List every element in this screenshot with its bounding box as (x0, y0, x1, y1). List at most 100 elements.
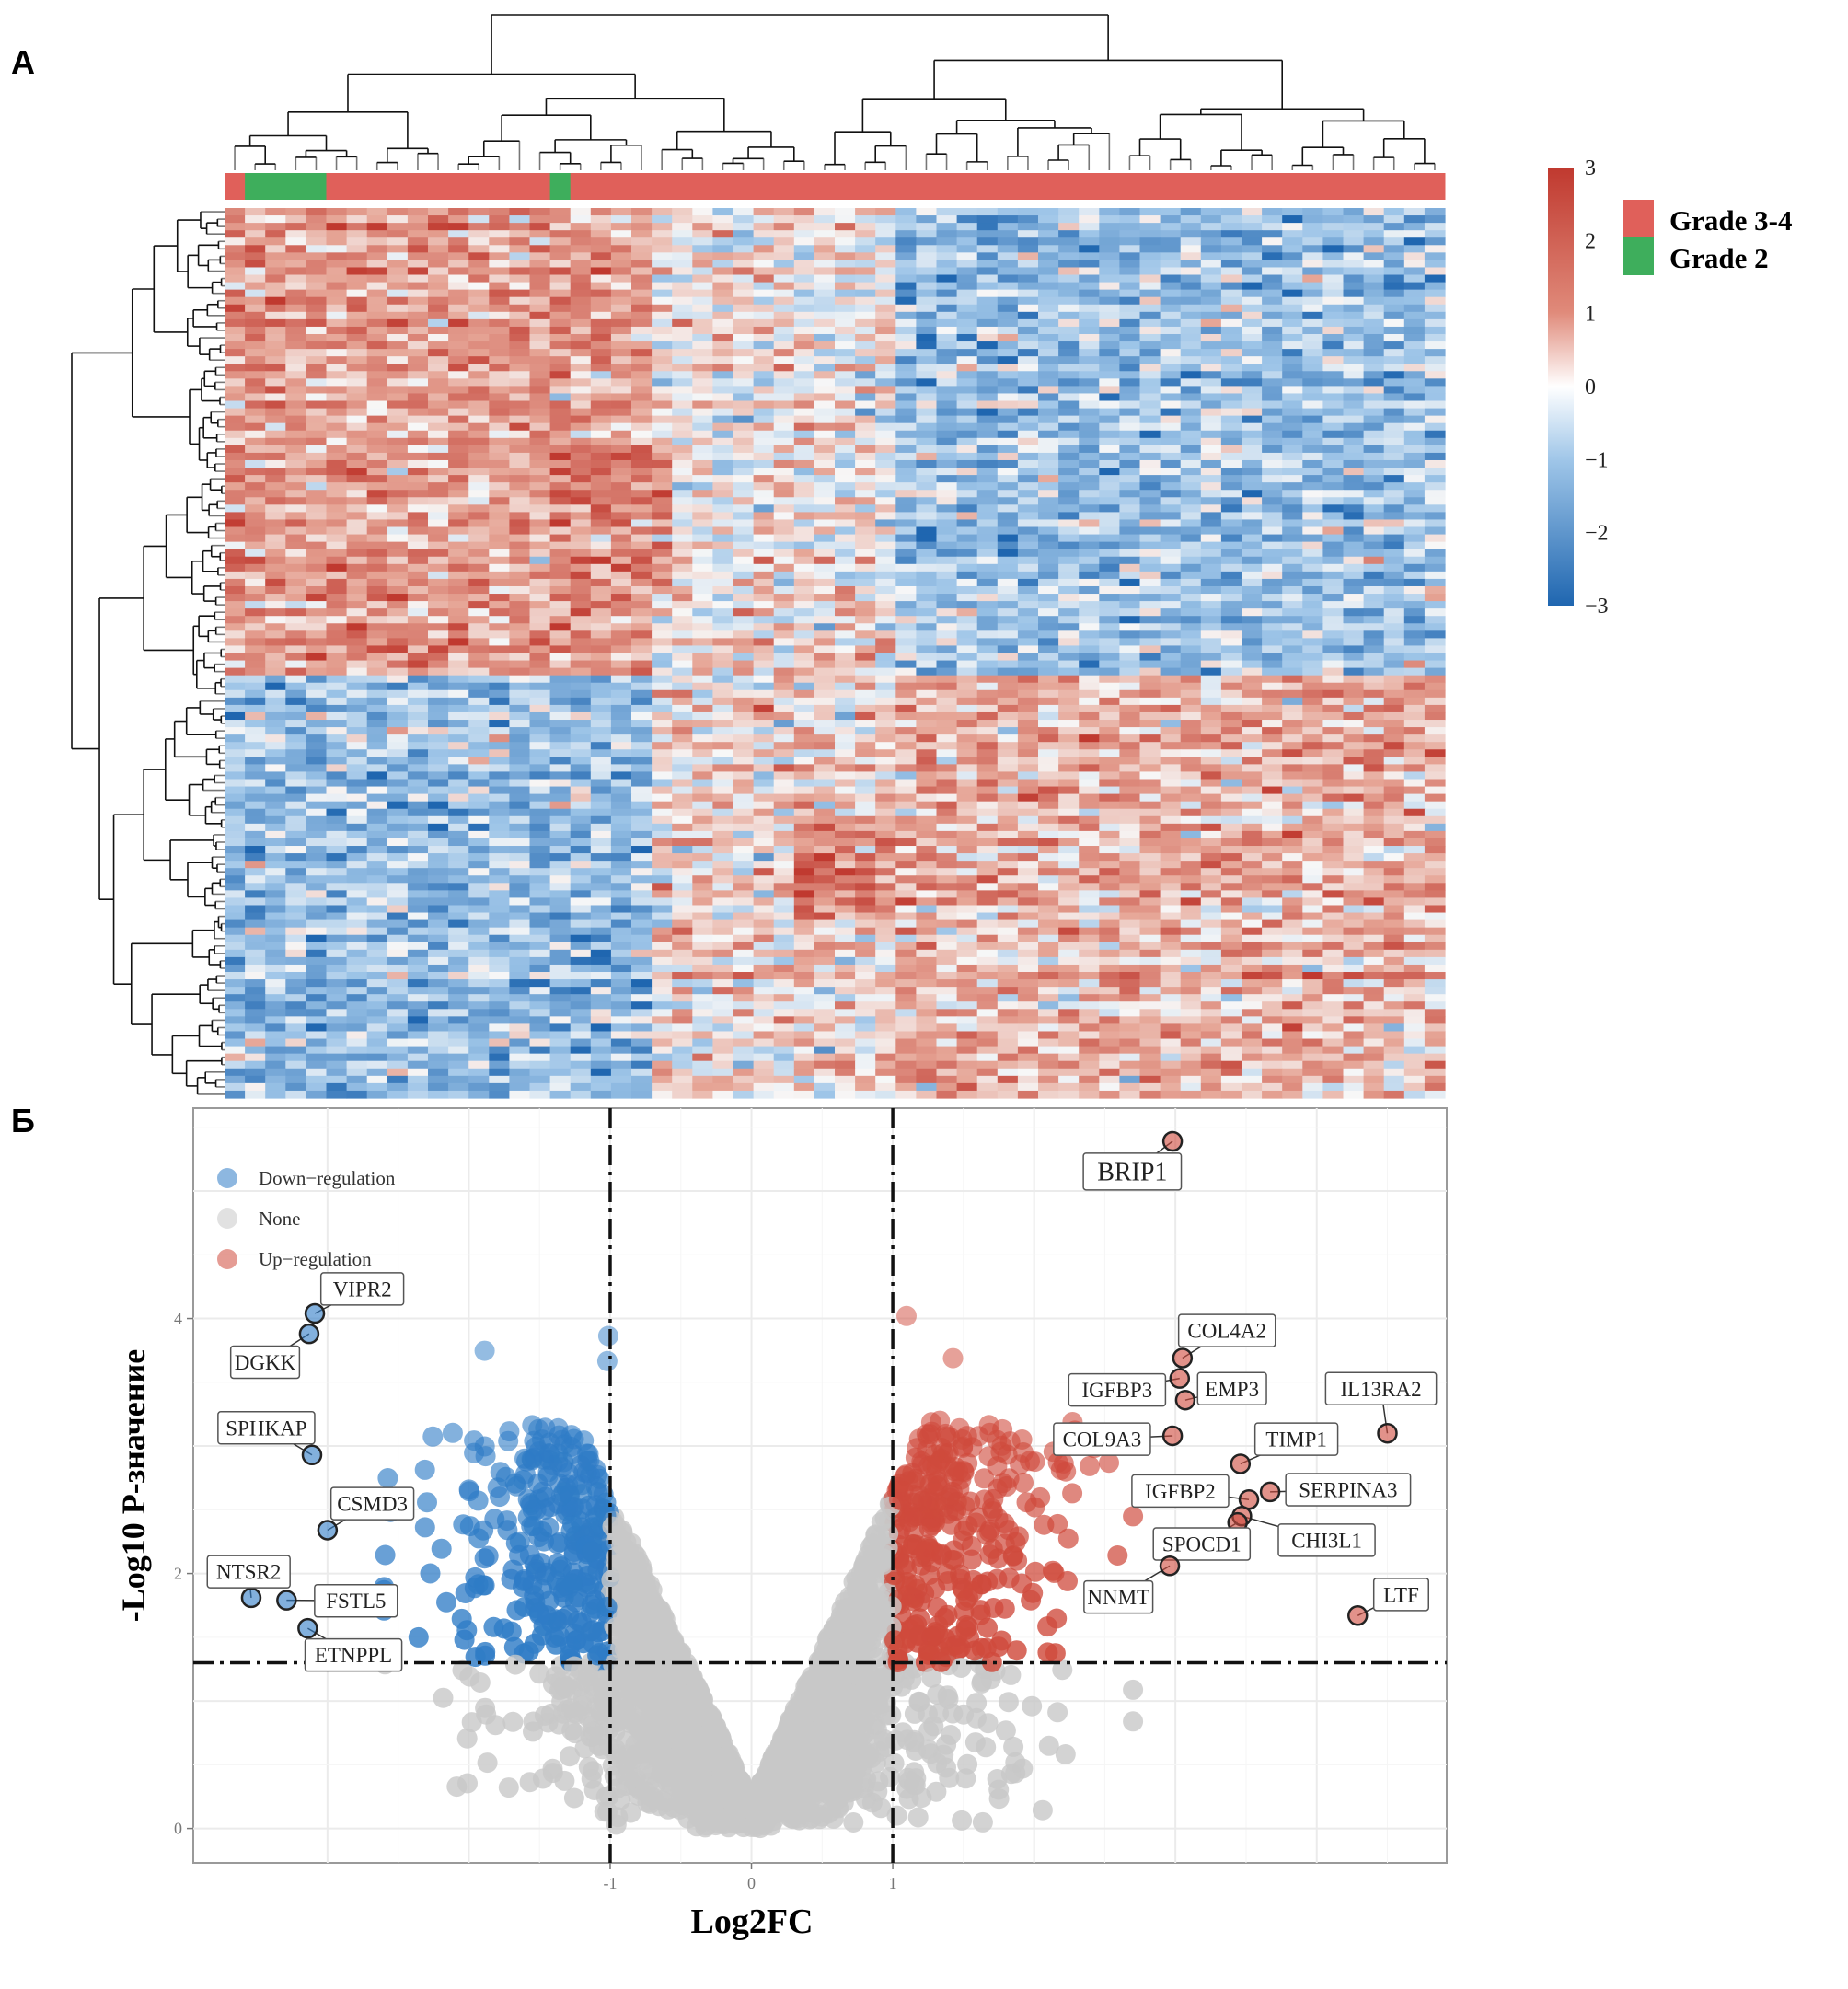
heatmap-cell (997, 452, 1019, 461)
heatmap-cell (489, 408, 510, 417)
heatmap-cell (529, 459, 551, 468)
heatmap-cell (285, 393, 306, 402)
heatmap-cell (773, 578, 795, 587)
heatmap-cell (692, 519, 713, 528)
heatmap-cell (225, 742, 246, 750)
heatmap-cell (855, 623, 876, 631)
heatmap-cell (1058, 341, 1080, 350)
heatmap-cell (733, 497, 755, 505)
heatmap-cell (387, 415, 409, 424)
heatmap-cell (509, 260, 531, 269)
heatmap-cell (570, 497, 592, 505)
heatmap-cell (895, 571, 917, 580)
heatmap-cell (956, 356, 978, 364)
heatmap-cell (835, 675, 856, 684)
heatmap-cell (1242, 318, 1263, 328)
heatmap-cell (306, 215, 328, 224)
heatmap-cell (773, 689, 795, 699)
heatmap-cell (1220, 356, 1242, 364)
heatmap-cell (936, 689, 958, 699)
heatmap-cell (1403, 430, 1426, 439)
heatmap-cell (366, 541, 388, 550)
heatmap-cell (1343, 704, 1365, 713)
heatmap-cell (733, 585, 755, 595)
heatmap-cell (956, 333, 978, 342)
heatmap-cell (692, 349, 713, 357)
heatmap-cell (225, 594, 246, 602)
heatmap-cell (1302, 556, 1323, 565)
heatmap-cell (895, 445, 917, 454)
heatmap-cell (672, 215, 693, 224)
heatmap-cell (285, 630, 306, 639)
heatmap-cell (306, 371, 328, 379)
heatmap-cell (387, 260, 409, 269)
heatmap-cell (1139, 711, 1161, 721)
heatmap-cell (956, 364, 978, 372)
heatmap-cell (631, 393, 653, 402)
heatmap-cell (1058, 445, 1080, 454)
heatmap-cell (692, 504, 713, 513)
heatmap-cell (835, 260, 856, 269)
heatmap-cell (835, 422, 856, 432)
heatmap-cell (773, 675, 795, 684)
heatmap-cell (875, 720, 896, 728)
heatmap-cell (570, 252, 592, 261)
heatmap-cell (245, 689, 266, 699)
heatmap-cell (895, 667, 917, 676)
annotation-cell (1139, 173, 1161, 200)
heatmap-cell (245, 556, 266, 565)
heatmap-cell (590, 504, 612, 513)
heatmap-cell (610, 459, 632, 468)
heatmap-cell (509, 490, 531, 498)
heatmap-cell (1058, 526, 1080, 536)
heatmap-cell (1180, 386, 1202, 395)
heatmap-cell (225, 282, 246, 291)
heatmap-cell (1302, 526, 1323, 536)
heatmap-cell (956, 578, 978, 587)
heatmap-cell (1058, 311, 1080, 320)
heatmap-cell (1220, 638, 1242, 647)
heatmap-cell (1242, 727, 1263, 735)
heatmap-cell (570, 422, 592, 432)
heatmap-cell (1424, 534, 1446, 543)
heatmap-cell (590, 304, 612, 313)
heatmap-cell (672, 326, 693, 335)
heatmap-cell (652, 386, 673, 395)
heatmap-cell (835, 208, 856, 216)
heatmap-cell (1017, 497, 1039, 505)
heatmap-cell (733, 482, 755, 491)
heatmap-cell (1200, 415, 1222, 424)
heatmap-cell (1220, 541, 1242, 550)
heatmap-cell (468, 653, 490, 662)
heatmap-cell (1139, 585, 1161, 595)
heatmap-cell (631, 468, 653, 476)
heatmap-cell (1343, 645, 1365, 654)
heatmap-cell (672, 734, 693, 743)
heatmap-cell (468, 422, 490, 432)
heatmap-cell (956, 341, 978, 350)
heatmap-cell (712, 237, 734, 246)
heatmap-cell (285, 711, 306, 721)
heatmap-cell (570, 260, 592, 269)
heatmap-cell (1119, 630, 1141, 639)
heatmap-cell (326, 549, 348, 558)
heatmap-cell (549, 364, 572, 372)
heatmap-cell (326, 578, 348, 587)
heatmap-cell (1099, 408, 1120, 417)
heatmap-cell (956, 720, 978, 728)
heatmap-cell (976, 689, 999, 699)
heatmap-cell (956, 689, 978, 699)
heatmap-cell (245, 311, 266, 320)
heatmap-cell (1099, 459, 1120, 468)
heatmap-cell (590, 452, 612, 461)
heatmap-cell (997, 282, 1019, 291)
heatmap-cell (468, 578, 490, 587)
heatmap-cell (895, 653, 917, 662)
heatmap-cell (346, 504, 368, 513)
heatmap-cell (652, 304, 673, 313)
heatmap-cell (529, 400, 551, 410)
heatmap-cell (773, 415, 795, 424)
heatmap-cell (590, 623, 612, 631)
heatmap-cell (976, 519, 999, 528)
heatmap-cell (468, 660, 490, 669)
